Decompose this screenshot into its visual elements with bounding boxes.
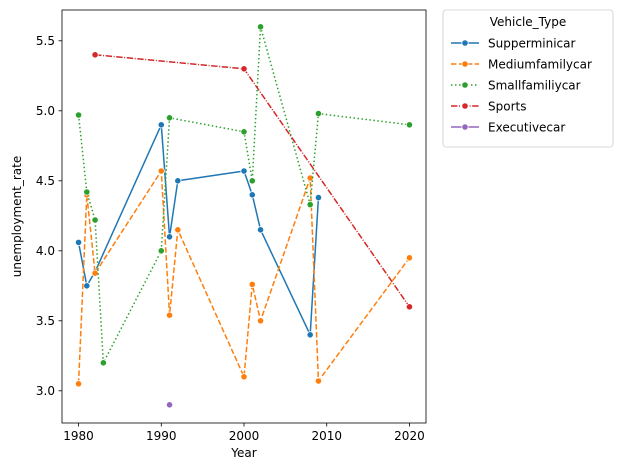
y-axis-title: unemployment_rate <box>10 156 24 277</box>
legend-label-2: Smallfamiliycar <box>488 78 581 92</box>
x-tick-label-3: 2010 <box>311 429 342 443</box>
y-tick-label-4: 5.0 <box>36 104 55 118</box>
data-point-4-0 <box>165 401 174 409</box>
legend-marker-0 <box>461 39 469 47</box>
data-point-0-1 <box>83 282 91 290</box>
data-point-2-1 <box>83 188 91 196</box>
legend-title: Vehicle_Type <box>490 15 566 29</box>
data-point-0-3 <box>157 121 165 129</box>
data-point-2-2 <box>91 216 99 224</box>
plot-area <box>74 23 414 409</box>
data-point-0-9 <box>306 331 314 339</box>
y-tick-label-1: 3.5 <box>36 314 55 328</box>
data-point-2-11 <box>405 121 414 129</box>
data-point-0-8 <box>256 226 265 234</box>
x-tick-label-1: 1990 <box>146 429 177 443</box>
y-tick-label-3: 4.5 <box>36 174 55 188</box>
legend-marker-3 <box>461 102 469 110</box>
x-tick-label-0: 1980 <box>63 429 94 443</box>
data-point-2-5 <box>165 114 174 122</box>
y-tick-label-2: 4.0 <box>36 244 55 258</box>
data-point-0-10 <box>314 194 323 202</box>
data-point-1-7 <box>248 280 256 288</box>
data-point-1-3 <box>157 167 165 175</box>
axes: 1980 1990 2000 2010 2020 3.0 3.5 4.0 4.5 5.0 5.5 <box>36 9 427 443</box>
data-point-2-10 <box>314 110 323 118</box>
legend: Vehicle_Type Supperminicar Mediumfamilyca… <box>442 9 614 148</box>
x-tick-label-2: 2000 <box>229 429 260 443</box>
x-tick-label-4: 2020 <box>394 429 425 443</box>
data-point-1-8 <box>256 317 265 325</box>
data-point-1-11 <box>405 254 414 262</box>
data-point-3-0 <box>91 51 99 59</box>
data-point-0-0 <box>74 238 83 246</box>
data-point-1-6 <box>240 373 248 381</box>
data-point-0-6 <box>240 167 248 175</box>
legend-marker-4 <box>461 123 469 131</box>
series-line-1 <box>77 170 411 384</box>
data-point-1-0 <box>74 380 83 388</box>
legend-marker-1 <box>461 60 469 68</box>
data-point-0-5 <box>174 177 182 185</box>
data-point-1-10 <box>314 377 323 385</box>
data-point-2-8 <box>256 23 265 31</box>
legend-label-0: Supperminicar <box>488 36 575 50</box>
legend-marker-2 <box>461 81 469 89</box>
data-point-1-2 <box>91 269 99 277</box>
data-point-2-0 <box>74 111 83 119</box>
data-point-2-6 <box>240 128 248 136</box>
data-point-1-4 <box>165 311 174 319</box>
data-point-3-1 <box>240 65 248 73</box>
data-point-1-5 <box>174 226 182 234</box>
data-point-0-4 <box>165 233 174 241</box>
data-point-2-7 <box>248 177 256 185</box>
legend-frame <box>442 9 614 148</box>
data-point-0-7 <box>248 191 256 199</box>
series-line-2 <box>77 26 410 364</box>
data-point-2-3 <box>99 359 107 367</box>
x-axis-title: Year <box>230 446 256 460</box>
legend-label-1: Mediumfamilycar <box>488 57 592 71</box>
data-point-3-2 <box>405 303 414 311</box>
data-point-2-9 <box>306 201 314 209</box>
data-point-1-9 <box>306 174 314 182</box>
y-tick-label-5: 5.5 <box>36 34 55 48</box>
data-point-2-4 <box>157 247 165 255</box>
legend-label-4: Executivecar <box>488 120 565 134</box>
series-line-0 <box>77 124 320 336</box>
legend-label-3: Sports <box>488 99 526 113</box>
y-tick-label-0: 3.0 <box>36 384 55 398</box>
